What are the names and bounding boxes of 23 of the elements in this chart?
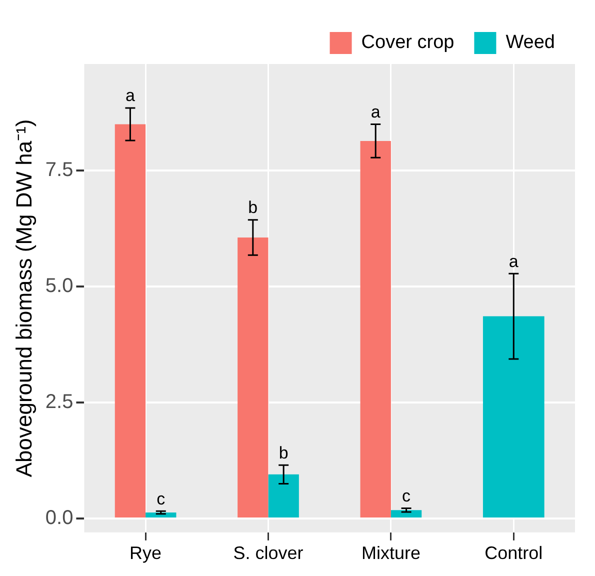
bar — [238, 237, 268, 518]
y-tick-label: 2.5 — [45, 391, 74, 414]
data-label: c — [402, 486, 412, 506]
bar — [360, 140, 391, 518]
bar — [114, 124, 146, 518]
y-tick-label: 7.5 — [45, 159, 74, 182]
legend-label: Weed — [506, 32, 556, 54]
bar — [268, 474, 299, 518]
data-label: a — [370, 102, 381, 122]
legend-label: Cover crop — [361, 32, 454, 54]
data-label: b — [248, 198, 258, 218]
y-tick-label: 0.0 — [45, 507, 74, 530]
x-tick-label: Rye — [130, 543, 162, 564]
x-tick-label: S. clover — [233, 543, 304, 564]
y-axis-title: Aboveground biomass (Mg DW ha⁻¹) — [11, 119, 36, 478]
data-label: b — [278, 443, 288, 462]
data-label: a — [508, 252, 519, 271]
y-tick-label: 5.0 — [45, 275, 74, 298]
data-label: c — [156, 489, 166, 508]
bar — [390, 510, 422, 518]
x-tick-label: Mixture — [361, 543, 420, 564]
x-tick-label: Control — [484, 543, 543, 564]
data-label: a — [125, 86, 136, 106]
